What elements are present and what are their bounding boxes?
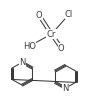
Text: N: N — [19, 58, 25, 67]
Text: Cl: Cl — [65, 10, 73, 19]
Text: O: O — [36, 11, 42, 20]
Text: Cr: Cr — [47, 30, 56, 39]
Text: O: O — [58, 44, 65, 52]
Text: N: N — [62, 84, 69, 93]
Text: HO: HO — [23, 42, 36, 50]
